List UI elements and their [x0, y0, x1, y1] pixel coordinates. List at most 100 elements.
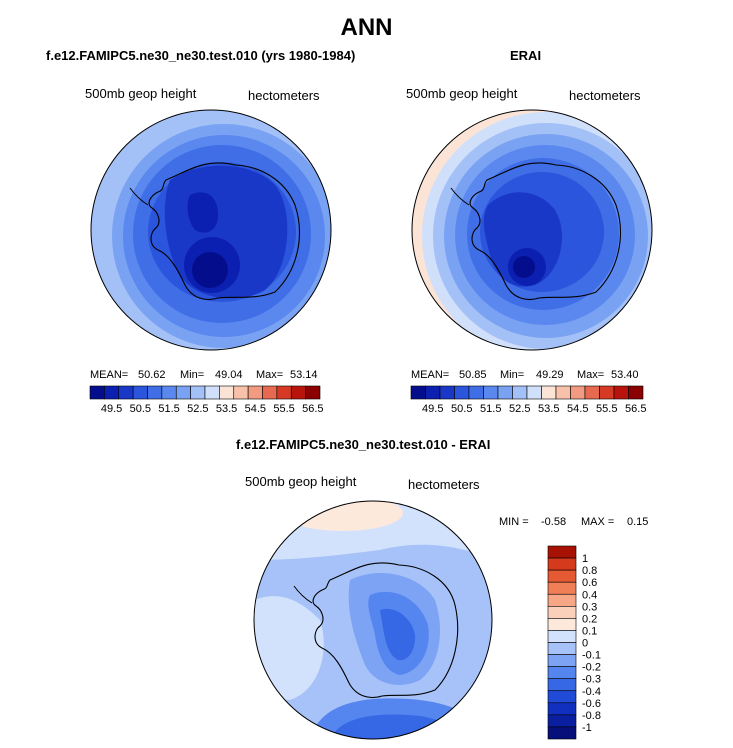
panel-2-colorbar-swatch: [570, 385, 586, 400]
panel-1-map: [91, 110, 331, 350]
panel-3-colorbar-swatch: [547, 714, 577, 728]
panel-3-colorbar-tick-label: -1: [582, 722, 592, 734]
panel-3-min-value: -0.58: [541, 516, 567, 528]
panel-1-colorbar: 49.5 50.5 51.5 52.5 53.5 54.5 55.5 56.5: [89, 385, 324, 415]
panel-2-min: [513, 256, 535, 278]
panel-1-colorbar-swatch: [247, 385, 263, 400]
panel-1-colorbar-swatch: [233, 385, 249, 400]
panel-1-min-value: 49.04: [215, 369, 243, 381]
panel-1-variable-label: 500mb geop height: [85, 86, 197, 101]
panel-2-colorbar-tick-label: 56.5: [625, 403, 646, 415]
panel-2-colorbar-swatch: [613, 385, 629, 400]
panel-2-colorbar-swatch: [555, 385, 571, 400]
panel-2-colorbar-swatch: [628, 385, 644, 400]
panel-2-colorbar-swatch: [483, 385, 499, 400]
panel-2-colorbar-swatch: [439, 385, 455, 400]
panel-1-colorbar-swatch: [204, 385, 220, 400]
panel-2-colorbar-tick-label: 50.5: [451, 403, 472, 415]
panel-2-mean-value: 50.85: [459, 369, 487, 381]
panel-2-min-value: 49.29: [536, 369, 564, 381]
panel-1-colorbar-tick-label: 51.5: [158, 403, 179, 415]
panel-3-colorbar-tick-label: 0: [582, 638, 588, 650]
panel-1-mean-label: MEAN=: [90, 369, 129, 381]
panel-2-variable-label: 500mb geop height: [406, 86, 518, 101]
panel-3-band: [254, 596, 324, 700]
panel-3-colorbar-swatch: [547, 678, 577, 692]
panel-3-colorbar-tick-label: 0.8: [582, 565, 597, 577]
panel-2-colorbar-swatch: [425, 385, 441, 400]
panel-2-colorbar-swatch: [526, 385, 542, 400]
panel-2-peninsula: [450, 187, 470, 206]
panel-3-colorbar-tick-label: 1: [582, 553, 588, 565]
panel-1-colorbar-swatch: [276, 385, 292, 400]
panel-3-colorbar-swatch: [547, 545, 577, 559]
panel-3-coastline: [312, 562, 459, 699]
panel-3-colorbar-tick-label: 0.1: [582, 625, 597, 637]
panel-2-colorbar-tick-label: 53.5: [538, 403, 559, 415]
panel-1-title: f.e12.FAMIPC5.ne30_ne30.test.010 (yrs 19…: [46, 48, 356, 63]
panel-1-coastline: [148, 162, 300, 301]
panel-2-colorbar-tick-label: 55.5: [596, 403, 617, 415]
panel-2-max-label: Max=: [577, 369, 605, 381]
panel-3-colorbar-tick-label: 0.2: [582, 613, 597, 625]
panel-3-low: [380, 608, 416, 661]
panel-3-colorbar-swatch: [547, 630, 577, 643]
panel-1-colorbar-swatch: [132, 385, 148, 400]
panel-3-map-border: [253, 500, 493, 740]
panel-1-colorbar-swatch: [290, 385, 306, 400]
panel-3-colorbar-swatch: [547, 690, 577, 704]
panel-1-colorbar-swatch: [219, 385, 235, 400]
panel-3-colorbar-tick-label: 0.6: [582, 577, 597, 589]
panel-1-mean-value: 50.62: [138, 369, 166, 381]
panel-3-colorbar-tick-label: 0.4: [582, 589, 597, 601]
panel-2-colorbar: 49.5 50.5 51.5 52.5 53.5 54.5 55.5 56.5: [410, 385, 646, 415]
panel-2-colorbar-tick-label: 49.5: [422, 403, 443, 415]
panel-3-colorbar-swatch: [547, 666, 577, 679]
panel-1-colorbar-tick-label: 55.5: [273, 403, 294, 415]
panel-3-colorbar-tick-label: -0.1: [582, 650, 601, 662]
panel-2-colorbar-swatch: [468, 385, 484, 400]
panel-2-colorbar-tick-label: 54.5: [567, 403, 588, 415]
panel-3-colorbar-tick-label: -0.8: [582, 710, 601, 722]
panel-3-colorbar-tick-label: -0.3: [582, 674, 601, 686]
panel-1-min-label: Min=: [180, 369, 205, 381]
panel-3-colorbar-swatch: [547, 642, 577, 655]
panel-2-colorbar-swatch: [497, 385, 513, 400]
panel-1-low: [187, 192, 218, 233]
panel-3-title: f.e12.FAMIPC5.ne30_ne30.test.010 - ERAI: [236, 437, 491, 452]
panel-3-units-label: hectometers: [408, 477, 480, 492]
panel-1-max-label: Max=: [256, 369, 284, 381]
panel-1-map-border: [90, 109, 332, 351]
panel-1-peninsula: [129, 187, 149, 206]
panel-1-max-value: 53.14: [290, 369, 318, 381]
panel-2-colorbar-tick-label: 52.5: [509, 403, 530, 415]
panel-2-map-border: [411, 109, 653, 351]
panel-3-colorbar-swatch: [547, 618, 577, 631]
panel-1-colorbar-swatch: [175, 385, 191, 400]
panel-3-colorbar-tick-label: 0.3: [582, 601, 597, 613]
panel-2-colorbar-swatch: [512, 385, 528, 400]
panel-3-colorbar-swatch: [547, 593, 577, 607]
figure-title: ANN: [340, 14, 393, 41]
panel-3-max-value: 0.15: [627, 516, 649, 528]
panel-2-colorbar-tick-label: 51.5: [480, 403, 501, 415]
panel-1-colorbar-tick-label: 56.5: [302, 403, 323, 415]
panel-3-colorbar-tick-label: -0.6: [582, 698, 601, 710]
panel-3-peninsula: [293, 585, 313, 604]
panel-3-colorbar-tick-label: -0.2: [582, 662, 601, 674]
panel-3-map: [254, 501, 492, 739]
panel-2-units-label: hectometers: [569, 88, 641, 103]
panel-1-colorbar-swatch: [118, 385, 134, 400]
panel-3-colorbar-swatch: [547, 569, 577, 583]
panel-1-colorbar-swatch: [104, 385, 120, 400]
panel-3-colorbar-swatch: [547, 557, 577, 571]
panel-2-min-label: Min=: [500, 369, 525, 381]
panel-2-colorbar-swatch: [454, 385, 470, 400]
panel-2-coastline: [469, 162, 621, 301]
panel-1-colorbar-tick-label: 52.5: [187, 403, 208, 415]
panel-1-units-label: hectometers: [248, 88, 320, 103]
panel-3-min-label: MIN =: [499, 516, 529, 528]
panel-3-colorbar-swatch: [547, 726, 577, 740]
panel-1-colorbar-swatch: [262, 385, 278, 400]
panel-3-colorbar-swatch: [547, 702, 577, 716]
